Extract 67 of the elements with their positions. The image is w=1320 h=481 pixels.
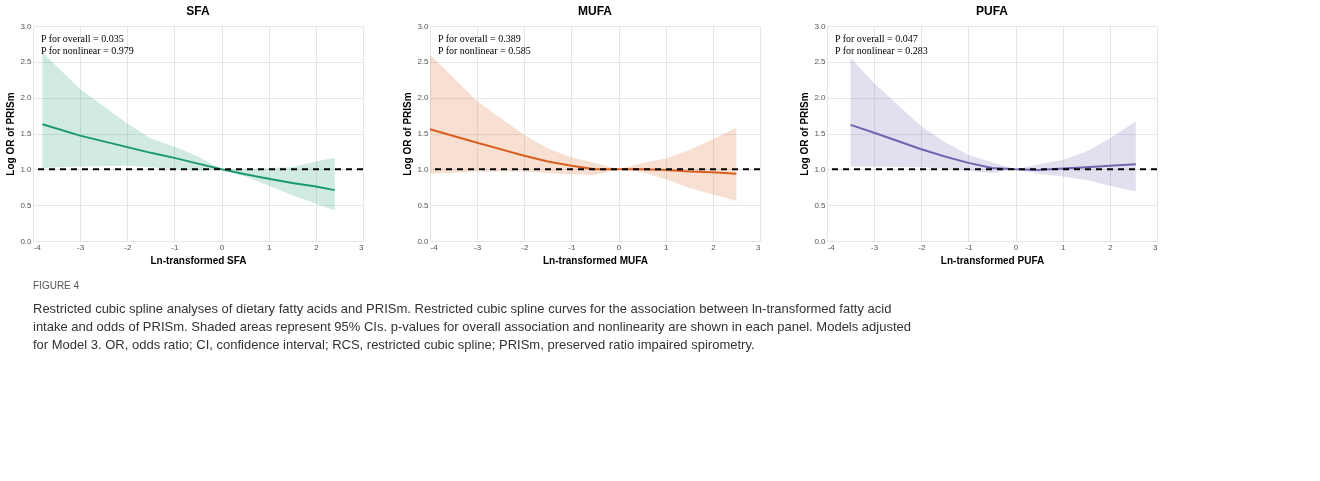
y-tick-label: 1.0 (417, 164, 430, 174)
y-tick-label: 2.0 (20, 93, 33, 103)
y-tick-label: 0.0 (417, 236, 430, 246)
x-tick-label: 3 (756, 242, 762, 252)
x-tick-label: -1 (965, 242, 974, 252)
x-tick-label: 3 (1153, 242, 1159, 252)
x-tick-label: -3 (871, 242, 879, 252)
x-tick-label: -2 (124, 242, 132, 252)
line-series (41, 123, 336, 192)
x-axis-title: Ln-transformed MUFA (543, 254, 648, 266)
annotation: P for overall = 0.035 (41, 33, 124, 44)
x-tick-label: 1 (663, 242, 669, 252)
caption: FIGURE 4 (33, 280, 80, 291)
x-tick-label: -2 (918, 242, 926, 252)
y-axis-title: Log OR of PRISm (799, 92, 811, 176)
y-tick-label: 3.0 (814, 21, 827, 31)
x-tick-label: -4 (827, 242, 836, 252)
annotation: P for nonlinear = 0.585 (438, 45, 531, 56)
x-tick-label: 2 (711, 242, 717, 252)
x-tick-label: 2 (1108, 242, 1114, 252)
text: intake and odds of PRISm. Shaded areas represent 95% CIs. p-values for overall association and nonlinearity are shown in each panel. Models adjusted (33, 319, 912, 334)
x-tick-label: 3 (359, 242, 365, 252)
y-tick-label: 1.5 (20, 129, 33, 138)
text: for Model 3. OR, odds ratio; CI, confidence interval; RCS, restricted cubic spline; PRISm, preserved ratio impaired spirometry. (33, 337, 755, 352)
y-tick-label: 0.5 (814, 200, 827, 210)
annotation: P for overall = 0.047 (835, 33, 918, 44)
y-tick-label: 2.5 (20, 57, 33, 67)
annotation: P for nonlinear = 0.979 (41, 45, 134, 56)
text: Restricted cubic spline analyses of dietary fatty acids and PRISm. Restricted cubic spline curves for the association between ln-transformed fatty acid (33, 301, 892, 316)
y-tick-label: 2.0 (814, 93, 827, 103)
x-tick-label: -2 (521, 242, 529, 252)
chart-title: MUFA (578, 4, 613, 18)
x-tick-label: -1 (171, 242, 180, 252)
x-tick-label: 2 (314, 242, 320, 252)
y-tick-label: 1.0 (20, 164, 33, 174)
line-series (849, 123, 1137, 172)
x-axis-title: Ln-transformed PUFA (940, 254, 1045, 266)
x-tick-label: -3 (77, 242, 85, 252)
x-tick-label: 1 (1060, 242, 1066, 252)
y-tick-label: 3.0 (417, 21, 430, 31)
y-tick-label: 2.0 (417, 93, 430, 103)
annotation: P for overall = 0.389 (438, 33, 521, 44)
y-tick-label: 1.5 (814, 129, 827, 138)
chart-title: PUFA (975, 4, 1009, 18)
y-tick-label: 1.5 (417, 129, 430, 138)
y-tick-label: 3.0 (20, 21, 33, 31)
x-tick-label: 0 (616, 242, 622, 252)
annotation: P for nonlinear = 0.283 (835, 45, 928, 56)
y-tick-label: 0.5 (417, 200, 430, 210)
x-tick-label: 1 (266, 242, 272, 252)
y-tick-label: 0.5 (20, 200, 33, 210)
x-axis-title: Ln-transformed SFA (150, 254, 247, 266)
y-tick-label: 0.0 (20, 236, 33, 246)
y-tick-label: 2.5 (417, 57, 430, 67)
y-tick-label: 1.0 (814, 164, 827, 174)
y-tick-label: 0.0 (814, 236, 827, 246)
chart-title: SFA (186, 4, 210, 18)
x-tick-label: -1 (568, 242, 577, 252)
line-series (429, 128, 738, 175)
x-tick-label: -4 (430, 242, 439, 252)
y-axis-title: Log OR of PRISm (402, 92, 414, 176)
x-tick-label: -3 (474, 242, 482, 252)
x-tick-label: -4 (33, 242, 42, 252)
x-tick-label: 0 (219, 242, 225, 252)
x-tick-label: 0 (1013, 242, 1019, 252)
y-axis-title: Log OR of PRISm (5, 92, 17, 176)
y-tick-label: 2.5 (814, 57, 827, 67)
